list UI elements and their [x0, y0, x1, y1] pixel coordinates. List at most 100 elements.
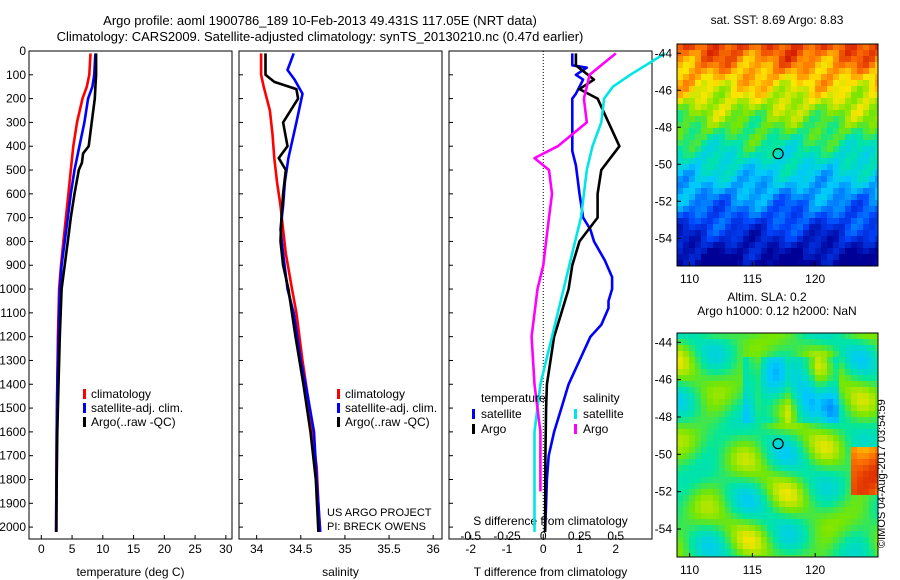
sla-map-cell — [833, 501, 839, 507]
sst-map-cell — [767, 56, 773, 62]
sla-map-cell — [875, 483, 878, 489]
sla-map-cell — [755, 489, 761, 495]
sla-map-cell — [749, 405, 755, 411]
sla-map-cell — [695, 465, 701, 471]
sla-map-cell — [755, 507, 761, 513]
sst-map-cell — [737, 188, 743, 194]
sst-map-cell — [677, 110, 683, 116]
sst-map-cell — [839, 74, 845, 80]
sst-map-cell — [803, 50, 809, 56]
sla-map-cell — [809, 441, 815, 447]
sst-map-cell — [725, 242, 731, 248]
sst-map-cell — [821, 134, 827, 140]
salinity-diff-tick-label: -0.25 — [493, 529, 521, 543]
sla-map-cell — [743, 375, 749, 381]
sst-map-cell — [815, 260, 821, 266]
sla-map-cell — [755, 549, 761, 555]
sst-map-cell — [863, 212, 869, 218]
sla-map-cell — [869, 363, 875, 369]
sst-map-cell — [821, 158, 827, 164]
sst-map-cell — [677, 212, 683, 218]
sst-map-cell — [737, 254, 743, 260]
sst-map-cell — [797, 200, 803, 206]
sst-map-cell — [701, 56, 707, 62]
sst-map-cell — [803, 182, 809, 188]
sst-map-cell — [743, 230, 749, 236]
temperature-legend-swatch — [83, 417, 86, 427]
sst-map-cell — [731, 194, 737, 200]
sst-map-cell — [869, 230, 875, 236]
sla-map-cell — [725, 393, 731, 399]
sla-map-cell — [851, 363, 857, 369]
sst-map-cell — [767, 182, 773, 188]
sla-map-cell — [821, 435, 827, 441]
difference-plot-frame — [448, 50, 653, 540]
sst-map-cell — [809, 182, 815, 188]
sla-map-cell — [743, 441, 749, 447]
sst-map-cell — [701, 50, 707, 56]
sla-map-cell — [713, 405, 719, 411]
sst-map-cell — [827, 44, 833, 50]
sst-map-cell — [827, 254, 833, 260]
sla-map-cell — [773, 339, 779, 345]
sst-map-cell — [875, 104, 878, 110]
sla-map-cell — [845, 489, 851, 495]
sla-map-cell — [725, 543, 731, 549]
sla-map-cell — [773, 525, 779, 531]
sla-map-cell — [815, 501, 821, 507]
sla-map-cell — [725, 507, 731, 513]
sla-map-cell — [797, 501, 803, 507]
sst-map-cell — [683, 86, 689, 92]
sst-map-cell — [875, 110, 878, 116]
sla-map-cell — [791, 339, 797, 345]
sst-map-cell — [827, 74, 833, 80]
sla-map-cell — [695, 423, 701, 429]
sla-map-cell — [719, 495, 725, 501]
sla-map-cell — [785, 489, 791, 495]
sla-map-cell — [845, 423, 851, 429]
sst-map-cell — [737, 176, 743, 182]
sst-map-cell — [785, 152, 791, 158]
sst-map-cell — [707, 62, 713, 68]
sla-map-cell — [779, 537, 785, 543]
sla-map-cell — [701, 489, 707, 495]
sla-map-cell — [779, 399, 785, 405]
sst-map-cell — [677, 128, 683, 134]
sst-map-cell — [683, 56, 689, 62]
sst-map-cell — [833, 92, 839, 98]
sla-map-cell — [737, 507, 743, 513]
sla-map-cell — [731, 393, 737, 399]
sst-map-cell — [845, 134, 851, 140]
sst-map-cell — [677, 164, 683, 170]
sla-map-cell — [785, 363, 791, 369]
sst-map-cell — [791, 134, 797, 140]
sla-map-cell — [833, 333, 839, 339]
sst-map-cell — [755, 134, 761, 140]
sla-map-cell — [863, 423, 869, 429]
sla-map-cell — [713, 519, 719, 525]
sst-map-cell — [779, 116, 785, 122]
sst-map-cell — [815, 134, 821, 140]
sst-map-cell — [743, 212, 749, 218]
sst-map-cell — [833, 128, 839, 134]
sla-map-cell — [839, 345, 845, 351]
sst-map-xtick-label: 115 — [743, 272, 762, 286]
sst-map-cell — [755, 44, 761, 50]
sst-map-cell — [749, 44, 755, 50]
sst-map-cell — [737, 248, 743, 254]
sla-map-cell — [701, 465, 707, 471]
sla-map-cell — [821, 483, 827, 489]
sst-map-cell — [839, 152, 845, 158]
sla-map-cell — [761, 495, 767, 501]
sla-map-cell — [767, 489, 773, 495]
sst-map-cell — [827, 230, 833, 236]
sla-map-cell — [755, 477, 761, 483]
sst-map-cell — [809, 164, 815, 170]
sst-map-cell — [677, 74, 683, 80]
sst-map-cell — [731, 176, 737, 182]
sst-map-cell — [845, 146, 851, 152]
sst-map-cell — [731, 236, 737, 242]
sla-map-cell — [689, 483, 695, 489]
sst-map-cell — [779, 128, 785, 134]
sla-map-cell — [791, 549, 797, 555]
